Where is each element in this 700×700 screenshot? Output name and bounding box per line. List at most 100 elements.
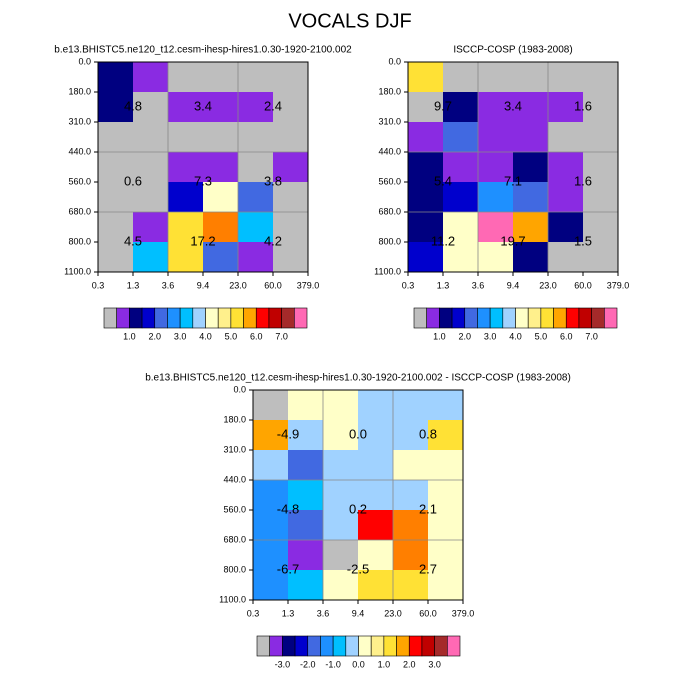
colorbar-tick-label: 4.0: [199, 331, 212, 341]
y-tick-label: 180.0: [68, 86, 91, 96]
cell: [133, 92, 169, 123]
figure-title: VOCALS DJF: [288, 10, 411, 32]
colorbar-tick-label: 6.0: [560, 331, 573, 341]
colorbar-tick-label: -2.0: [300, 659, 316, 669]
cell: [203, 92, 239, 123]
cell: [203, 242, 239, 273]
cell: [583, 182, 619, 213]
cell: [238, 92, 274, 123]
colorbar-tick-label: 2.0: [148, 331, 161, 341]
colorbar-tick-label: 3.0: [174, 331, 187, 341]
cell: [393, 510, 429, 541]
cell: [273, 122, 309, 153]
colorbar-box: [217, 307, 232, 329]
cell: [443, 242, 479, 273]
cell: [548, 182, 584, 213]
cell: [513, 182, 549, 213]
cell-annotation: 4.2: [264, 233, 282, 248]
cell: [548, 92, 584, 123]
colorbar-tick-label: -3.0: [275, 659, 291, 669]
cell: [168, 92, 204, 123]
cell-annotation: 1.6: [574, 173, 592, 188]
cell: [238, 62, 274, 93]
y-tick-label: 180.0: [378, 86, 401, 96]
colorbar-box: [332, 635, 347, 657]
cell: [323, 510, 359, 541]
cell: [408, 62, 444, 93]
cell: [98, 212, 134, 243]
cell-annotation: 1.6: [574, 98, 592, 113]
cell: [443, 122, 479, 153]
cell: [393, 450, 429, 481]
cell: [288, 420, 324, 451]
cell: [478, 62, 514, 93]
cell: [358, 570, 394, 601]
cell: [288, 480, 324, 511]
cell: [513, 242, 549, 273]
y-tick-label: 0.0: [388, 56, 401, 66]
colorbar-box: [426, 307, 440, 329]
cell: [478, 212, 514, 243]
colorbar-box: [604, 307, 618, 329]
x-tick-label: 9.4: [197, 280, 210, 290]
cell: [168, 152, 204, 183]
colorbar-box: [464, 307, 478, 329]
cell: [288, 540, 324, 571]
x-tick-label: 9.4: [507, 280, 520, 290]
x-tick-label: 23.0: [539, 280, 557, 290]
cell: [273, 152, 309, 183]
colorbar-box: [230, 307, 244, 329]
x-tick-label: 379.0: [297, 280, 320, 290]
cell: [478, 152, 514, 183]
cell-annotation: 1.5: [574, 233, 592, 248]
cell: [98, 122, 134, 153]
cell: [323, 390, 359, 421]
x-tick-label: 0.3: [247, 608, 260, 618]
cell: [428, 540, 464, 571]
y-tick-label: 800.0: [68, 236, 91, 246]
cell: [203, 122, 239, 153]
y-tick-label: 310.0: [223, 444, 246, 454]
cell: [393, 540, 429, 571]
y-tick-label: 1100.0: [219, 594, 246, 604]
cell: [253, 570, 289, 601]
x-tick-label: 23.0: [384, 608, 402, 618]
cell: [238, 242, 274, 273]
cell: [238, 182, 274, 213]
cell: [443, 212, 479, 243]
cell: [168, 62, 204, 93]
colorbar-box: [421, 635, 435, 657]
colorbar-box: [167, 307, 181, 329]
cell: [478, 182, 514, 213]
colorbar-tick-label: 3.0: [428, 659, 441, 669]
colorbar-box: [255, 307, 270, 329]
cell-annotation: -2.5: [347, 561, 369, 576]
cell: [408, 212, 444, 243]
colorbar-box: [268, 307, 282, 329]
y-tick-label: 680.0: [223, 534, 246, 544]
cell: [323, 480, 359, 511]
cell: [288, 390, 324, 421]
cell: [358, 450, 394, 481]
cell: [428, 450, 464, 481]
cell-annotation: 4.5: [124, 233, 142, 248]
colorbar-box: [451, 307, 466, 329]
cell: [548, 212, 584, 243]
y-tick-label: 680.0: [68, 206, 91, 216]
colorbar-box: [129, 307, 143, 329]
cell: [238, 152, 274, 183]
colorbar-box: [578, 307, 592, 329]
y-tick-label: 560.0: [378, 176, 401, 186]
colorbar-box: [205, 307, 219, 329]
cell: [168, 242, 204, 273]
cell: [513, 212, 549, 243]
colorbar-tick-label: 7.0: [585, 331, 598, 341]
colorbar-box: [477, 307, 491, 329]
colorbar-box: [502, 307, 516, 329]
cell: [513, 92, 549, 123]
cell: [253, 390, 289, 421]
y-tick-label: 1100.0: [64, 266, 91, 276]
cell: [133, 152, 169, 183]
cell: [393, 480, 429, 511]
colorbar-box: [103, 307, 117, 329]
